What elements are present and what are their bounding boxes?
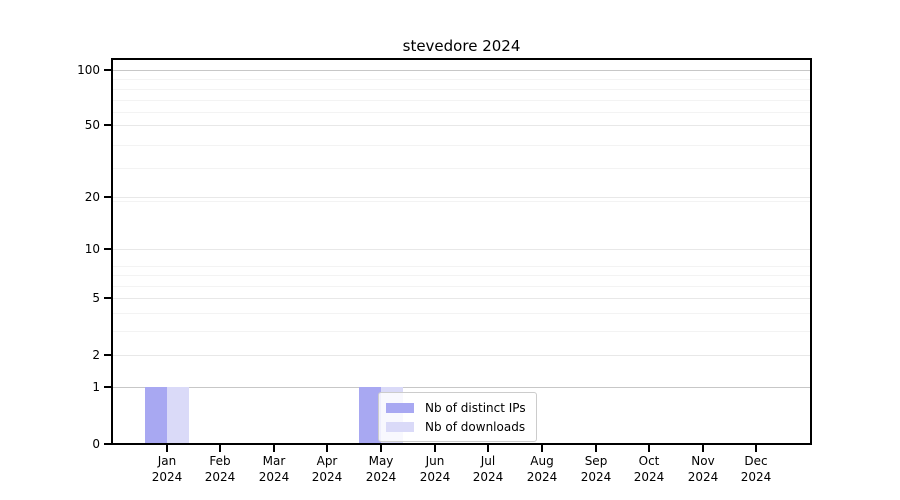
x-tick-label: Aug 2024 bbox=[510, 453, 574, 485]
y-minor-gridline bbox=[113, 266, 810, 267]
y-minor-gridline bbox=[113, 331, 810, 332]
y-tick-label: 50 bbox=[84, 118, 100, 132]
y-minor-gridline bbox=[113, 275, 810, 276]
month-label: Mar bbox=[262, 454, 286, 468]
year-label: 2024 bbox=[687, 470, 719, 484]
year-label: 2024 bbox=[740, 470, 772, 484]
y-minor-gridline bbox=[113, 100, 810, 101]
x-tick bbox=[434, 445, 436, 452]
month-label: Jul bbox=[480, 454, 496, 468]
y-minor-gridline bbox=[113, 313, 810, 314]
month-label: Aug bbox=[530, 454, 554, 468]
y-tick bbox=[104, 443, 111, 445]
x-tick bbox=[326, 445, 328, 452]
x-tick-label: Nov 2024 bbox=[671, 453, 735, 485]
y-tick bbox=[104, 124, 111, 126]
y-tick-label: 2 bbox=[92, 348, 100, 362]
year-label: 2024 bbox=[419, 470, 451, 484]
x-tick bbox=[702, 445, 704, 452]
y-gridline bbox=[113, 298, 810, 299]
y-tick bbox=[104, 69, 111, 71]
year-label: 2024 bbox=[204, 470, 236, 484]
month-label: Apr bbox=[316, 454, 338, 468]
x-tick-label: Jun 2024 bbox=[403, 453, 467, 485]
year-label: 2024 bbox=[311, 470, 343, 484]
x-tick-label: Jan 2024 bbox=[135, 453, 199, 485]
y-minor-gridline bbox=[113, 79, 810, 80]
y-minor-gridline bbox=[113, 286, 810, 287]
bar-distinct-ips-jan bbox=[145, 387, 167, 443]
legend: Nb of distinct IPs Nb of downloads bbox=[378, 392, 537, 442]
y-tick-label: 5 bbox=[92, 291, 100, 305]
x-tick bbox=[648, 445, 650, 452]
legend-label-distinct-ips: Nb of distinct IPs bbox=[425, 400, 526, 415]
x-tick-label: Feb 2024 bbox=[188, 453, 252, 485]
year-label: 2024 bbox=[258, 470, 290, 484]
year-label: 2024 bbox=[365, 470, 397, 484]
x-tick-label: Oct 2024 bbox=[617, 453, 681, 485]
x-tick-label: Apr 2024 bbox=[295, 453, 359, 485]
month-label: Jan bbox=[157, 454, 177, 468]
y-gridline bbox=[113, 249, 810, 250]
y-tick bbox=[104, 196, 111, 198]
y-minor-gridline bbox=[113, 145, 810, 146]
x-tick bbox=[541, 445, 543, 452]
y-tick-label: 1 bbox=[92, 380, 100, 394]
bar-downloads-jan bbox=[167, 387, 189, 443]
y-tick bbox=[104, 386, 111, 388]
y-tick-label: 100 bbox=[77, 63, 100, 77]
y-gridline bbox=[113, 125, 810, 126]
month-label: Sep bbox=[584, 454, 608, 468]
x-tick bbox=[755, 445, 757, 452]
y-gridline bbox=[113, 387, 810, 388]
x-tick-label: Jul 2024 bbox=[456, 453, 520, 485]
y-tick bbox=[104, 297, 111, 299]
month-label: Jun bbox=[425, 454, 445, 468]
y-minor-gridline bbox=[113, 112, 810, 113]
y-tick bbox=[104, 354, 111, 356]
year-label: 2024 bbox=[580, 470, 612, 484]
legend-item-downloads: Nb of downloads bbox=[386, 417, 526, 436]
year-label: 2024 bbox=[526, 470, 558, 484]
month-label: Oct bbox=[638, 454, 660, 468]
year-label: 2024 bbox=[151, 470, 183, 484]
month-label: Feb bbox=[209, 454, 231, 468]
y-gridline bbox=[113, 197, 810, 198]
y-tick-label: 20 bbox=[84, 190, 100, 204]
y-tick-label: 0 bbox=[92, 437, 100, 451]
x-tick bbox=[487, 445, 489, 452]
y-minor-gridline bbox=[113, 201, 810, 202]
x-tick bbox=[273, 445, 275, 452]
x-tick-label: Mar 2024 bbox=[242, 453, 306, 485]
legend-label-downloads: Nb of downloads bbox=[425, 419, 526, 434]
y-minor-gridline bbox=[113, 89, 810, 90]
x-tick bbox=[166, 445, 168, 452]
x-tick-label: May 2024 bbox=[349, 453, 413, 485]
y-gridline bbox=[113, 355, 810, 356]
y-tick bbox=[104, 248, 111, 250]
month-label: May bbox=[368, 454, 394, 468]
legend-item-distinct-ips: Nb of distinct IPs bbox=[386, 398, 526, 417]
y-gridline bbox=[113, 70, 810, 71]
x-tick bbox=[380, 445, 382, 452]
month-label: Dec bbox=[744, 454, 768, 468]
x-tick bbox=[595, 445, 597, 452]
month-label: Nov bbox=[691, 454, 715, 468]
x-tick bbox=[219, 445, 221, 452]
legend-swatch-distinct-ips-icon bbox=[386, 402, 414, 413]
y-minor-gridline bbox=[113, 168, 810, 169]
year-label: 2024 bbox=[633, 470, 665, 484]
chart-title: stevedore 2024 bbox=[402, 37, 521, 55]
legend-swatch-downloads-icon bbox=[386, 421, 414, 432]
x-tick-label: Dec 2024 bbox=[724, 453, 788, 485]
x-tick-label: Sep 2024 bbox=[564, 453, 628, 485]
bar-distinct-ips-may bbox=[359, 387, 381, 443]
year-label: 2024 bbox=[472, 470, 504, 484]
y-tick-label: 10 bbox=[84, 242, 100, 256]
